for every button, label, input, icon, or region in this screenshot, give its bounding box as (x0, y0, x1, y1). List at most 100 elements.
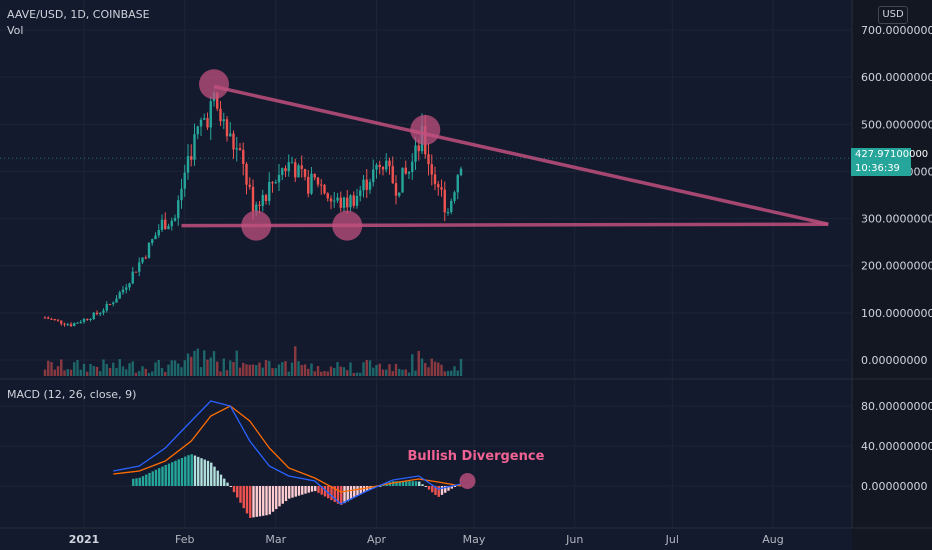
macd-histogram-bar (154, 469, 158, 486)
macd-label[interactable]: MACD (12, 26, close, 9) (7, 388, 137, 401)
macd-histogram-bar (362, 486, 366, 493)
macd-histogram-bar (427, 486, 431, 490)
volume-bar (50, 362, 53, 376)
macd-histogram-bar (252, 486, 255, 518)
macd-histogram-bar (288, 486, 291, 499)
date-tick-label: Mar (265, 533, 286, 546)
candle-body (190, 156, 193, 160)
volume-bar (190, 356, 193, 376)
macd-histogram-bar (323, 486, 327, 497)
macd-histogram-bar (450, 486, 453, 489)
volume-bar (102, 359, 105, 376)
candle-body (177, 200, 180, 219)
volume-bar (164, 372, 167, 376)
divergence-label: Bullish Divergence (408, 449, 545, 464)
volume-bar (73, 362, 76, 376)
symbol-title[interactable]: AAVE/USD, 1D, COINBASE (7, 8, 150, 21)
macd-histogram-bar (395, 481, 398, 486)
macd-histogram-bar (216, 470, 219, 486)
macd-histogram-bar (239, 486, 242, 503)
candle-body (290, 162, 294, 164)
volume-bar (89, 363, 92, 376)
candle-body (307, 176, 310, 194)
volume-bar (125, 369, 128, 376)
volume-bar (271, 368, 274, 376)
volume-bar (365, 359, 368, 376)
volume-bar (398, 368, 401, 376)
signal-line (113, 405, 462, 493)
candle-body (86, 318, 89, 320)
candle-body (375, 164, 378, 170)
candle-body (206, 118, 209, 128)
volume-bar (326, 371, 329, 376)
volume-bar (99, 371, 102, 376)
candle-body (180, 188, 183, 201)
volume-bar (138, 370, 141, 376)
candle-body (287, 162, 290, 172)
candle-body (89, 318, 92, 320)
macd-histogram-bar (405, 481, 408, 486)
last-price-tag: 427.97100000 10:36:39 (851, 148, 928, 176)
candle-body (73, 323, 76, 327)
candle-body (138, 262, 141, 272)
volume-bar (355, 372, 359, 376)
volume-bar (420, 358, 424, 376)
date-tick-label: Jul (665, 533, 679, 546)
volume-bar (424, 363, 427, 376)
candle-body (112, 302, 115, 305)
volume-bar (264, 360, 268, 376)
macd-histogram-bar (148, 472, 151, 486)
volume-bar (131, 361, 134, 376)
macd-histogram-bar (203, 459, 206, 486)
currency-button[interactable]: USD (878, 6, 908, 24)
macd-histogram-bar (242, 486, 245, 509)
candle-body (43, 317, 47, 319)
candle-body (154, 235, 157, 240)
macd-histogram-bar (232, 486, 236, 493)
macd-histogram-bar (349, 486, 353, 500)
volume-bar (56, 366, 60, 376)
macd-histogram-bar (414, 481, 418, 486)
candle-body (63, 323, 66, 325)
macd-histogram-bar (379, 485, 382, 487)
candle-body (339, 197, 342, 208)
candle-body (102, 310, 105, 313)
plot-background (0, 0, 852, 550)
macd-histogram-bar (398, 481, 401, 486)
candle-body (209, 101, 212, 128)
macd-histogram-bar (340, 486, 343, 505)
volume-bar (300, 365, 303, 376)
volume-bar (170, 360, 173, 376)
candle-body (79, 321, 82, 323)
macd-histogram-bar (197, 456, 200, 486)
volume-bar (248, 364, 251, 376)
candle-body (238, 148, 242, 150)
macd-histogram-bar (447, 486, 450, 491)
volume-bar (47, 360, 50, 376)
candle-body (193, 134, 196, 160)
candle-body (326, 193, 329, 199)
volume-bar (232, 361, 235, 376)
volume-bar (203, 350, 206, 376)
candle-body (359, 190, 362, 196)
candle-body (437, 184, 440, 188)
candle-body (281, 168, 284, 175)
macd-tick-label: 80.00000000 (861, 400, 932, 413)
candle-body (60, 320, 63, 324)
volume-bar (427, 367, 430, 376)
volume-bar (69, 369, 73, 376)
macd-histogram-bar (291, 486, 294, 498)
macd-pane: Bullish Divergence (113, 400, 545, 518)
volume-bar (128, 363, 131, 376)
candle-body (456, 175, 459, 193)
volume-bar (222, 358, 225, 376)
volume-label[interactable]: Vol (7, 24, 24, 37)
macd-histogram-bar (359, 486, 362, 495)
candle-body (417, 145, 420, 152)
candle-body (320, 184, 323, 186)
volume-bar (294, 346, 297, 376)
macd-histogram-bar (314, 486, 317, 492)
volume-bar (219, 371, 222, 376)
volume-bar (209, 357, 212, 376)
